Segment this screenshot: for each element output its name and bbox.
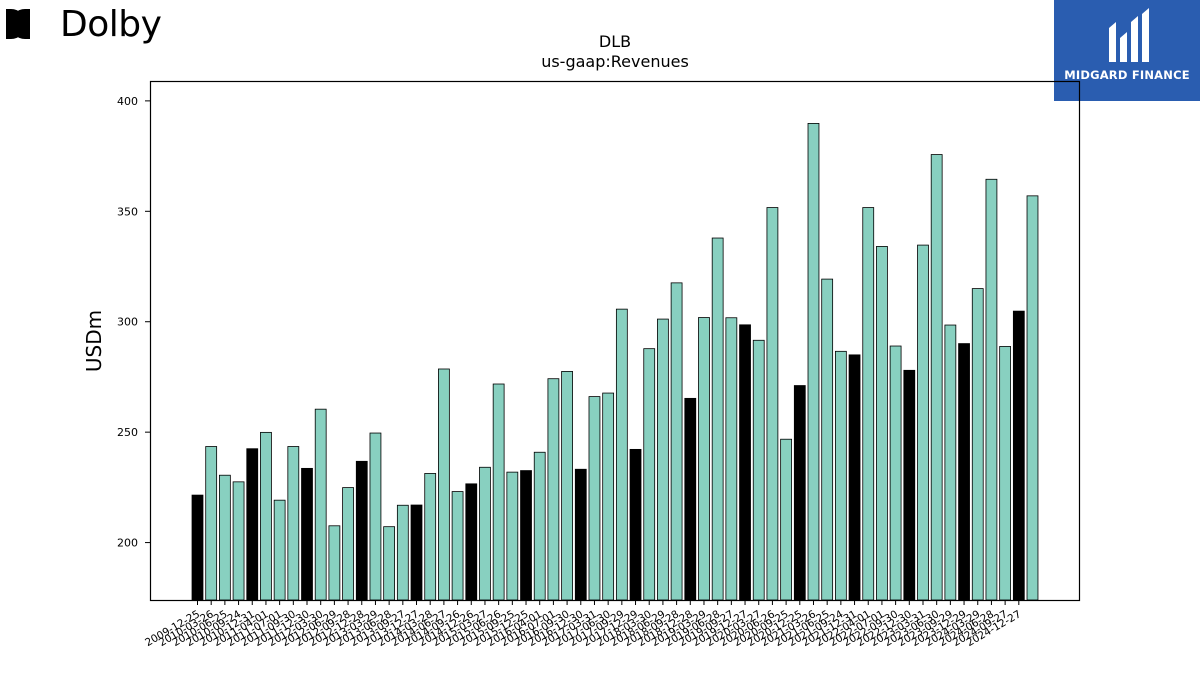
bar-2014-09-26 (451, 491, 464, 601)
plot-frame (149, 80, 1081, 602)
bar-2020-09-25 (780, 438, 792, 601)
bar-2019-12-27 (739, 324, 751, 601)
bar-2013-06-28 (383, 526, 396, 601)
bar-2021-09-24 (834, 350, 847, 601)
bar-2018-09-28 (670, 282, 683, 601)
bar-2024-03-29 (971, 288, 984, 601)
bars-layer (191, 123, 1039, 601)
bar-2017-09-29 (615, 308, 628, 601)
bar-2016-07-01 (547, 378, 560, 601)
bar-2021-12-31 (848, 354, 861, 601)
dolby-logo: Dolby (6, 3, 162, 45)
bar-2015-12-25 (520, 470, 532, 601)
y-axis: 200 250 300 350 400 (117, 95, 150, 550)
y-tick-label: 350 (117, 205, 138, 218)
x-axis: 2009-12-252010-03-262010-06-252010-09-24… (143, 600, 1023, 649)
bar-2012-09-28 (342, 487, 354, 601)
bar-2023-06-30 (930, 154, 943, 601)
bar-2018-03-30 (643, 348, 656, 601)
y-tick-label: 250 (117, 426, 138, 439)
bar-2011-07-01 (273, 499, 286, 601)
y-tick-label: 200 (117, 537, 138, 550)
bar-2012-03-30 (314, 408, 327, 601)
bar-2022-07-01 (876, 246, 888, 601)
bar-2015-06-26 (492, 383, 505, 601)
midgard-badge-text: MIDGARD FINANCE (1064, 68, 1190, 82)
bar-2018-12-28 (684, 397, 697, 601)
bar-2013-12-27 (410, 504, 423, 601)
bar-2017-12-29 (629, 448, 642, 601)
y-axis-label: USDm (82, 310, 106, 372)
chart-title: DLB (598, 32, 632, 51)
bar-2024-12-27 (1012, 310, 1025, 601)
dolby-double-d-icon (6, 9, 30, 39)
bar-2010-03-26 (205, 446, 218, 601)
bar-2016-04-01 (533, 451, 546, 601)
chart-subtitle: us-gaap:Revenues (541, 52, 689, 71)
bar-2020-03-27 (752, 339, 765, 601)
bar-2020-06-26 (766, 207, 779, 601)
bar-2023-03-31 (917, 244, 929, 601)
bar-2024-09-27 (999, 346, 1012, 601)
y-tick-label: 400 (117, 95, 138, 108)
bar-2023-12-29 (958, 343, 970, 601)
bar-2018-06-29 (657, 318, 669, 601)
bar-2017-03-31 (588, 396, 601, 601)
bar-2019-06-28 (711, 237, 724, 601)
midgard-finance-badge: MIDGARD FINANCE (1054, 0, 1200, 101)
bar-2014-03-28 (424, 473, 437, 601)
bar-2020-12-25 (793, 385, 806, 601)
bar-2013-03-29 (369, 432, 382, 601)
bar-2024-06-28 (985, 178, 998, 601)
bar-2015-09-25 (506, 471, 519, 601)
midgard-logo-icon (1109, 8, 1149, 62)
bar-2015-03-27 (479, 466, 491, 601)
bar-2016-12-30 (574, 468, 587, 601)
y-tick-label: 300 (117, 316, 138, 329)
bar-2014-12-26 (465, 483, 478, 601)
bar-2013-09-27 (396, 504, 409, 601)
bar-2010-12-31 (246, 448, 259, 601)
bar-2019-09-27 (725, 317, 738, 601)
bar-2009-12-25 (191, 494, 204, 601)
bar-2019-03-29 (698, 317, 710, 601)
bar-2021-06-25 (821, 278, 834, 601)
brand-name: Dolby (60, 3, 162, 45)
bar-2021-03-26 (807, 123, 820, 601)
bar-2023-09-29 (944, 324, 957, 601)
bar-2017-06-30 (602, 392, 615, 601)
bar-undefined (1026, 195, 1039, 601)
bar-2011-09-30 (287, 446, 300, 601)
bar-2022-04-01 (862, 207, 875, 601)
bar-2011-12-30 (301, 467, 313, 601)
bar-2014-06-27 (438, 368, 450, 601)
bar-2010-09-24 (232, 481, 245, 601)
bar-2011-04-01 (260, 431, 272, 601)
bar-2016-09-30 (561, 371, 573, 601)
bar-2022-12-30 (903, 369, 916, 601)
bar-2012-06-29 (328, 525, 341, 601)
bar-2012-12-28 (355, 460, 368, 601)
bar-2022-09-30 (889, 345, 902, 601)
bar-2010-06-25 (218, 474, 231, 601)
